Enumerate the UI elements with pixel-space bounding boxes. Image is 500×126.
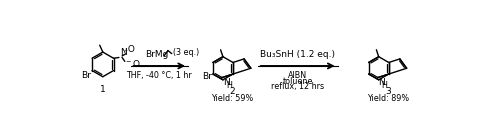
Text: 3: 3	[385, 87, 391, 97]
Text: 1: 1	[100, 85, 105, 94]
Text: THF, -40 °C, 1 hr: THF, -40 °C, 1 hr	[126, 71, 192, 80]
Text: Yield: 89%: Yield: 89%	[367, 94, 409, 103]
Text: Br: Br	[82, 71, 92, 80]
Text: (3 eq.): (3 eq.)	[172, 48, 199, 57]
Text: N: N	[120, 48, 126, 57]
Text: BrMg: BrMg	[146, 50, 169, 59]
Text: $^+$: $^+$	[123, 49, 130, 55]
Text: reflux, 12 hrs: reflux, 12 hrs	[271, 82, 324, 91]
Text: ·O: ·O	[125, 45, 135, 54]
Text: 2: 2	[230, 87, 235, 97]
Text: Br: Br	[202, 72, 212, 82]
Text: N: N	[222, 78, 230, 87]
Text: AIBN: AIBN	[288, 71, 308, 80]
Text: H: H	[226, 81, 232, 90]
Text: Yield: 59%: Yield: 59%	[211, 94, 254, 103]
Text: toluene: toluene	[282, 77, 313, 86]
Text: Bu₃SnH (1.2 eq.): Bu₃SnH (1.2 eq.)	[260, 50, 335, 59]
Text: $^-$O: $^-$O	[124, 58, 140, 69]
Text: H: H	[382, 81, 388, 90]
Text: N: N	[378, 78, 385, 87]
